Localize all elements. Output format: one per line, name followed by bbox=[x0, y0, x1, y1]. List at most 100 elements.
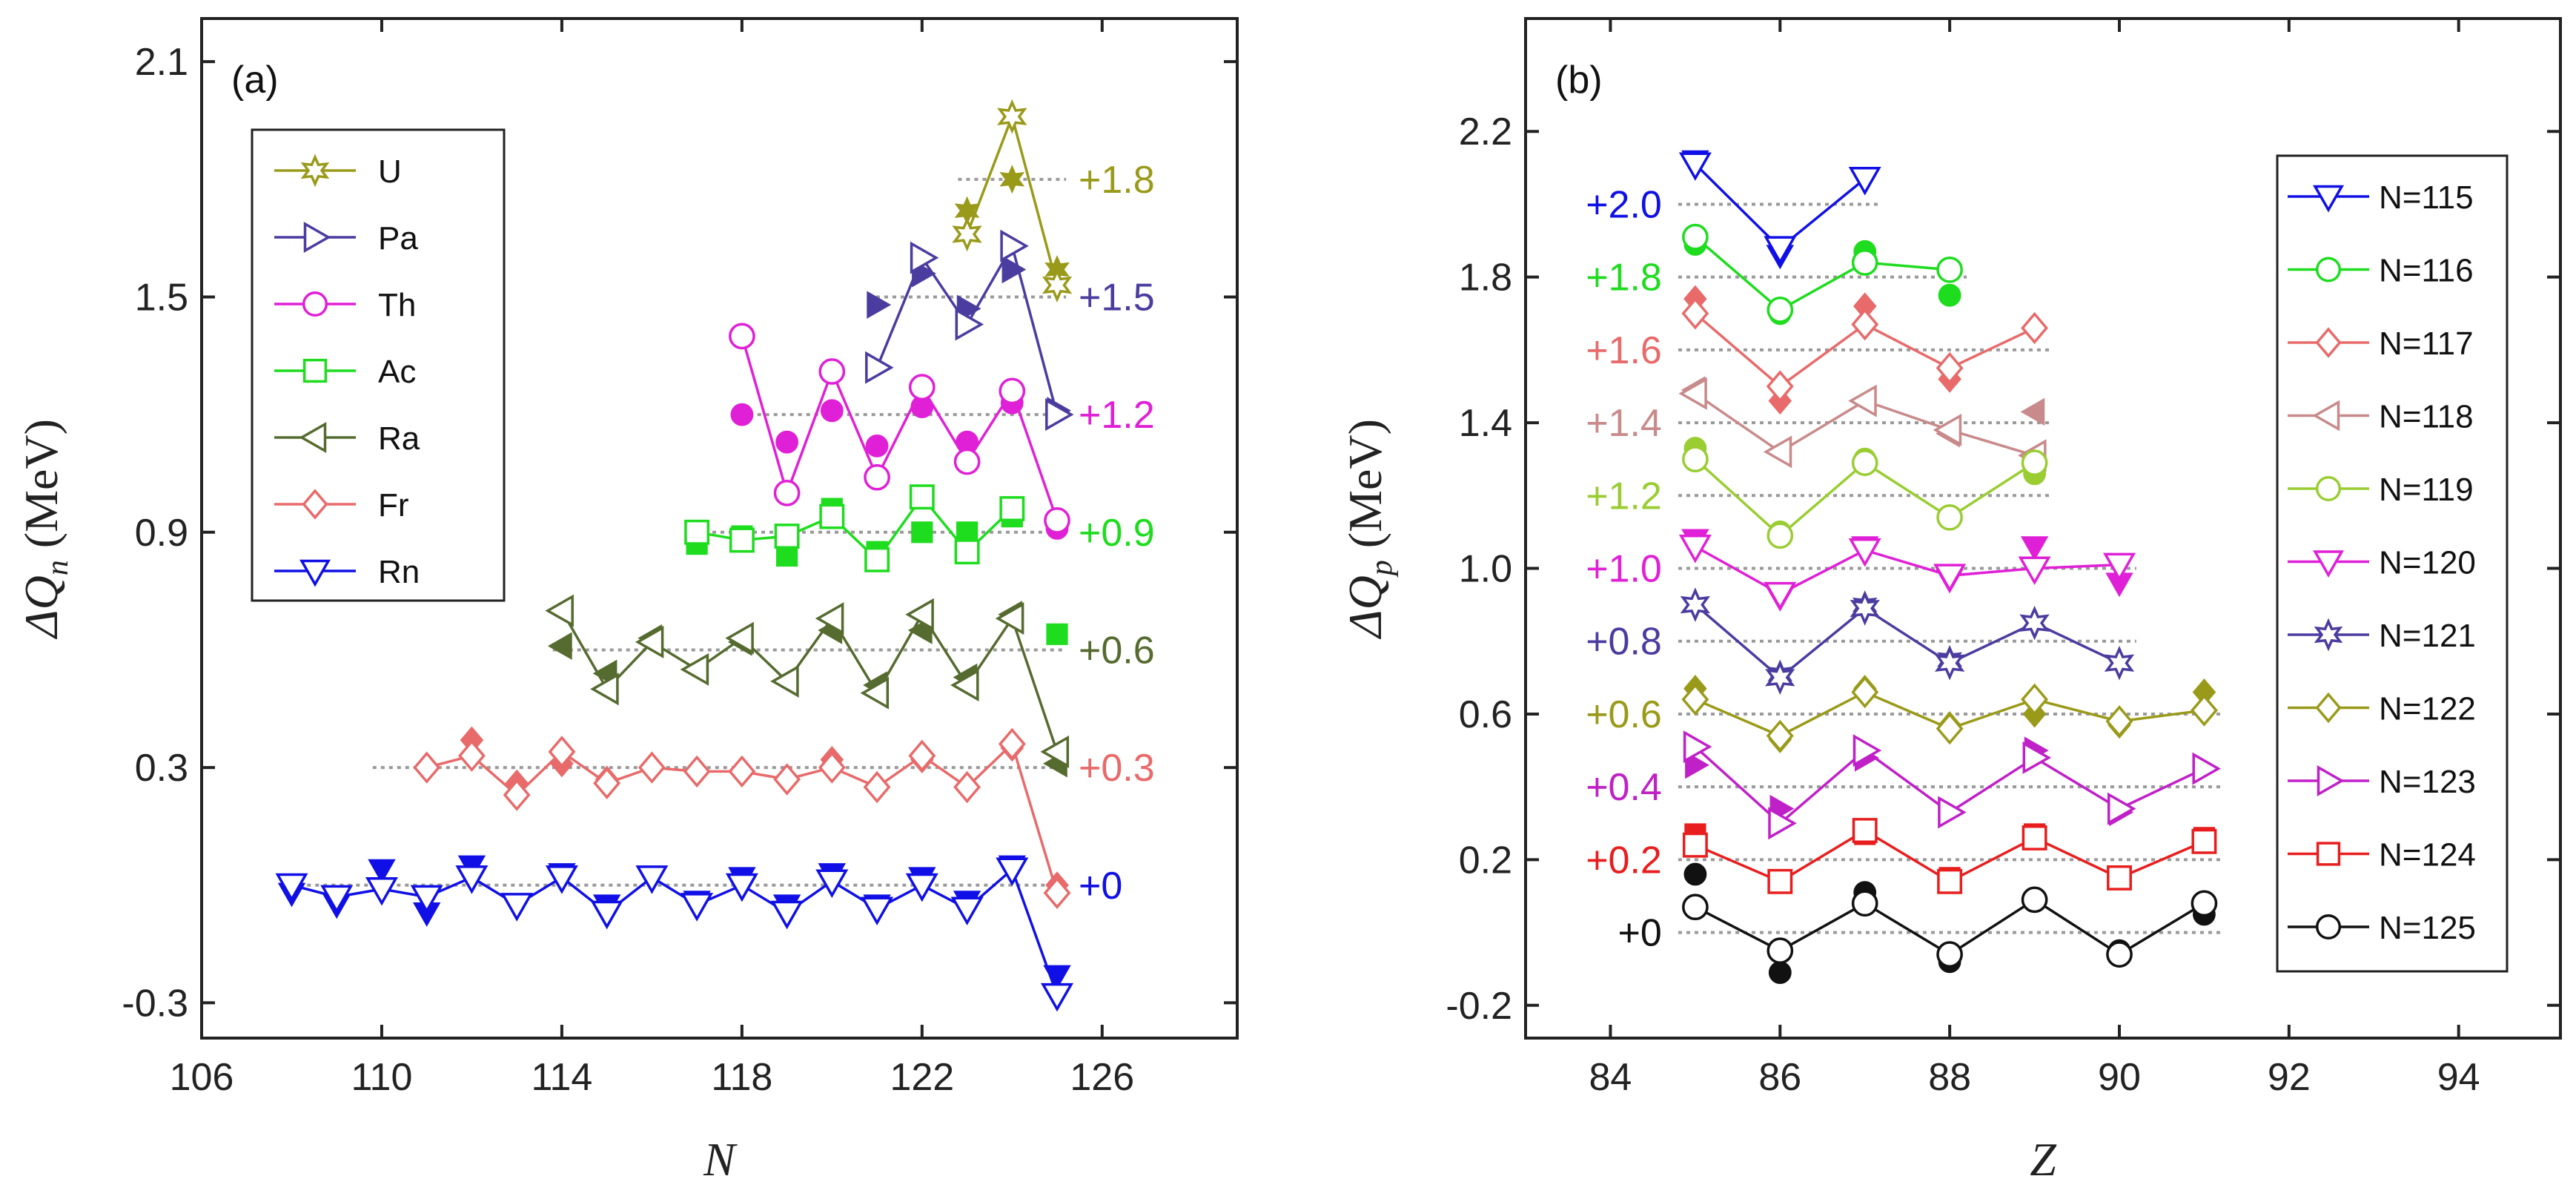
legend-marker bbox=[300, 153, 330, 188]
data-point bbox=[1936, 351, 1964, 385]
data-point bbox=[1767, 522, 1794, 549]
data-point bbox=[905, 598, 934, 631]
legend-label: Th bbox=[378, 287, 416, 323]
x-tick-label: 122 bbox=[890, 1056, 954, 1099]
series-N=121 bbox=[1680, 587, 2135, 696]
series-N=123 bbox=[1683, 730, 2221, 840]
series-Rn bbox=[275, 855, 1074, 1012]
data-point bbox=[1678, 535, 1712, 564]
data-point bbox=[681, 893, 714, 922]
legend-marker bbox=[302, 489, 328, 520]
offset-label: +1.2 bbox=[1586, 475, 1662, 518]
legend-label: N=122 bbox=[2379, 691, 2476, 727]
data-point bbox=[2191, 828, 2217, 854]
offset-label: +1.8 bbox=[1586, 257, 1662, 300]
legend-marker bbox=[299, 421, 327, 454]
data-point bbox=[1851, 890, 1878, 917]
series-N=118 bbox=[1678, 376, 2047, 472]
offset-label: +0 bbox=[1079, 865, 1122, 908]
data-point bbox=[2021, 311, 2048, 345]
legend-label: Ra bbox=[378, 420, 420, 457]
y-tick-label: 0.3 bbox=[135, 747, 188, 790]
data-point bbox=[413, 751, 441, 784]
data-point bbox=[2191, 890, 2218, 917]
data-point bbox=[2022, 741, 2052, 774]
legend-marker bbox=[2317, 764, 2345, 797]
data-point bbox=[1768, 807, 1797, 840]
filled-point bbox=[2020, 536, 2049, 561]
y-tick-label: 0.2 bbox=[1459, 839, 1512, 882]
legend-label: Fr bbox=[378, 487, 409, 523]
series-line bbox=[1694, 163, 1866, 250]
data-point bbox=[1766, 370, 1794, 403]
data-point bbox=[1848, 167, 1881, 196]
legend-marker bbox=[303, 221, 331, 254]
data-point bbox=[950, 668, 979, 702]
data-point bbox=[729, 527, 755, 553]
data-point bbox=[365, 877, 399, 906]
y-tick-label: 1.8 bbox=[1459, 257, 1512, 300]
y-tick-label: 2.1 bbox=[135, 41, 188, 84]
data-point bbox=[1852, 818, 1878, 844]
data-point bbox=[1851, 308, 1879, 341]
series-N=116 bbox=[1682, 223, 1963, 326]
data-point bbox=[2019, 605, 2050, 641]
data-point bbox=[1000, 229, 1029, 262]
data-point bbox=[2107, 792, 2136, 825]
offset-label: +1.0 bbox=[1586, 548, 1662, 591]
filled-point bbox=[911, 521, 933, 544]
legend-marker bbox=[2315, 692, 2342, 724]
y-tick-label: 1.5 bbox=[135, 276, 188, 319]
offset-label: +1.6 bbox=[1586, 329, 1662, 372]
data-point bbox=[503, 779, 531, 811]
legend-marker bbox=[2315, 257, 2342, 283]
offset-label: +0.8 bbox=[1586, 621, 1662, 664]
filled-point bbox=[1001, 255, 1027, 284]
x-tick-label: 84 bbox=[1589, 1056, 1632, 1099]
data-point bbox=[1933, 564, 1967, 592]
legend-label: N=116 bbox=[2379, 253, 2474, 289]
data-point bbox=[1682, 894, 1709, 921]
data-point bbox=[997, 99, 1027, 134]
data-point bbox=[950, 896, 984, 926]
data-point bbox=[1851, 676, 1879, 709]
data-point bbox=[1850, 591, 1880, 626]
series-U bbox=[952, 99, 1073, 303]
data-point bbox=[1936, 503, 1963, 531]
x-tick-label: 114 bbox=[531, 1056, 592, 1099]
data-point bbox=[683, 755, 711, 788]
offset-label: +0.9 bbox=[1079, 512, 1155, 555]
data-point bbox=[954, 539, 980, 565]
x-tick-label: 88 bbox=[1928, 1056, 1971, 1099]
data-point bbox=[773, 480, 801, 506]
y-tick-label: 1.0 bbox=[1459, 548, 1512, 591]
filled-point bbox=[820, 399, 844, 423]
data-point bbox=[2021, 449, 2048, 476]
data-point bbox=[774, 523, 800, 549]
legend-label: U bbox=[378, 153, 402, 190]
data-point bbox=[1848, 384, 1877, 417]
series-Th bbox=[729, 323, 1070, 540]
data-point bbox=[2192, 752, 2221, 785]
legend-marker bbox=[299, 559, 331, 587]
data-point bbox=[1851, 449, 1878, 476]
x-axis-label: N bbox=[703, 1133, 738, 1186]
data-point bbox=[818, 358, 846, 385]
y-tick-label: -0.3 bbox=[122, 982, 188, 1025]
legend-marker bbox=[2314, 618, 2343, 652]
data-point bbox=[1680, 587, 1711, 622]
legend-label: N=125 bbox=[2379, 910, 2476, 946]
x-tick-label: 92 bbox=[2268, 1056, 2311, 1099]
legend-label: Ac bbox=[378, 354, 416, 390]
offset-label: +0.6 bbox=[1586, 693, 1662, 736]
data-point bbox=[2102, 552, 2136, 582]
offset-label: +0.3 bbox=[1079, 747, 1155, 790]
series-line bbox=[965, 112, 1059, 286]
axes-frame bbox=[200, 17, 1239, 1040]
legend-marker bbox=[302, 358, 328, 383]
legend-label: N=117 bbox=[2379, 326, 2474, 362]
y-tick-label: 1.4 bbox=[1459, 402, 1512, 445]
data-point bbox=[1767, 868, 1793, 894]
filled-point bbox=[1768, 961, 1792, 984]
data-point bbox=[1764, 236, 1797, 265]
